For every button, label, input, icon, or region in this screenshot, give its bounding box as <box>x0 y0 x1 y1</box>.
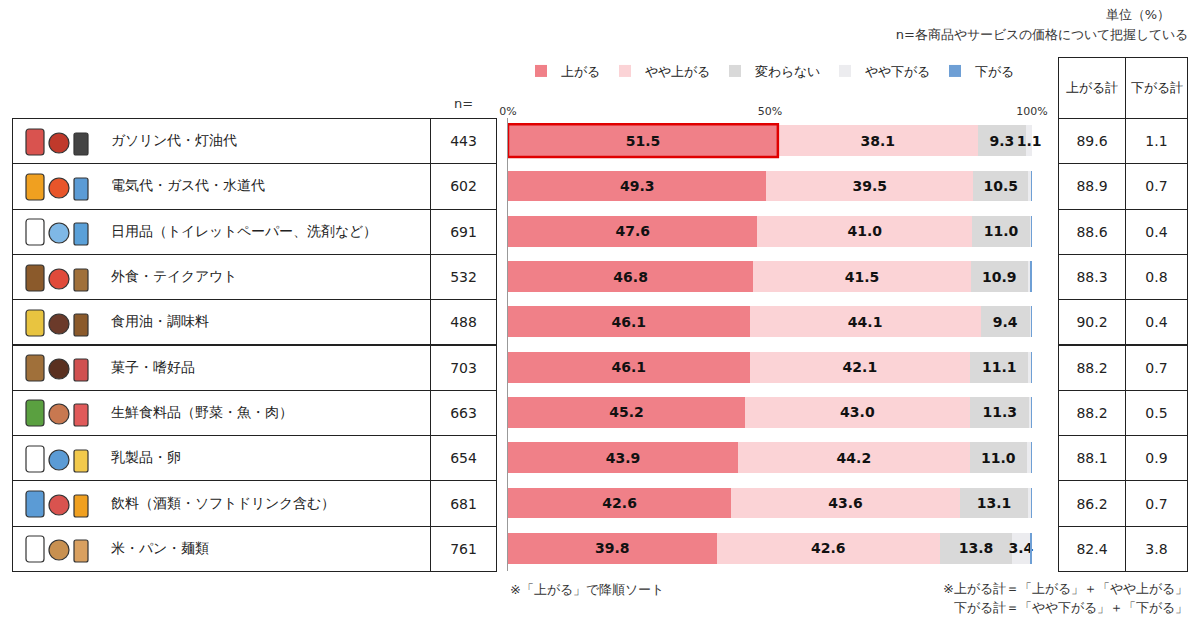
svg-text:0%: 0% <box>499 105 516 118</box>
html-text:681: 681 <box>450 495 477 512</box>
html-text:0.8: 0.8 <box>1145 269 1168 285</box>
html-text:82.4: 82.4 <box>1076 540 1108 557</box>
svg-text:46.8: 46.8 <box>613 269 648 285</box>
html-text:下がる計: 下がる計 <box>1130 80 1183 95</box>
html-text:0.7: 0.7 <box>1145 178 1168 195</box>
html-text:602: 602 <box>450 178 477 195</box>
html-text:90.2: 90.2 <box>1076 314 1108 331</box>
svg-text:51.5: 51.5 <box>626 133 661 149</box>
html-text:532: 532 <box>450 269 477 285</box>
html-text:88.2: 88.2 <box>1076 404 1108 421</box>
html-text:663: 663 <box>450 404 477 421</box>
svg-text:9.4: 9.4 <box>993 314 1018 330</box>
html-text:88.1: 88.1 <box>1076 450 1108 467</box>
html-text:88.3: 88.3 <box>1076 269 1108 285</box>
svg-text:43.0: 43.0 <box>840 404 875 420</box>
html-text:0.4: 0.4 <box>1145 314 1168 331</box>
svg-text:下がる: 下がる <box>975 64 1014 79</box>
svg-text:43.6: 43.6 <box>828 495 863 511</box>
svg-text:10.9: 10.9 <box>982 269 1017 285</box>
html-text:米・パン・麺類: 米・パン・麺類 <box>111 539 209 556</box>
html-text:外食・テイクアウト: 外食・テイクアウト <box>111 268 237 284</box>
svg-text:49.3: 49.3 <box>620 178 655 194</box>
html-text:0.4: 0.4 <box>1145 223 1168 240</box>
html-text:乳製品・卵: 乳製品・卵 <box>111 449 181 466</box>
html-text:菓子・嗜好品: 菓子・嗜好品 <box>111 358 195 375</box>
svg-text:44.2: 44.2 <box>837 450 872 466</box>
svg-text:46.1: 46.1 <box>612 359 647 375</box>
html-text:0.9: 0.9 <box>1145 450 1168 467</box>
svg-text:42.6: 42.6 <box>602 495 637 511</box>
html-text:0.7: 0.7 <box>1145 359 1168 376</box>
html-text:ガソリン代・灯油代: ガソリン代・灯油代 <box>111 132 237 149</box>
svg-text:100%: 100% <box>1016 105 1047 118</box>
svg-text:13.8: 13.8 <box>959 540 994 556</box>
svg-text:11.3: 11.3 <box>983 404 1018 420</box>
html-text:生鮮食料品（野菜・魚・肉）: 生鮮食料品（野菜・魚・肉） <box>111 403 293 420</box>
svg-text:13.1: 13.1 <box>977 495 1012 511</box>
html-text:n=各商品やサービスの価格について把握している: n=各商品やサービスの価格について把握している <box>895 27 1188 42</box>
html-text:761: 761 <box>450 540 477 557</box>
html-text:上がる計: 上がる計 <box>1066 80 1118 95</box>
html-text:89.6: 89.6 <box>1076 133 1108 150</box>
html-text:日用品（トイレットペーパー、洗剤など）: 日用品（トイレットペーパー、洗剤など） <box>111 222 377 239</box>
html-text:飲料（酒類・ソフトドリンク含む）: 飲料（酒類・ソフトドリンク含む） <box>111 494 335 511</box>
svg-text:やや下がる: やや下がる <box>865 64 930 79</box>
html-text:703: 703 <box>450 359 477 376</box>
svg-text:1.1: 1.1 <box>1017 133 1042 149</box>
svg-text:50%: 50% <box>758 105 782 118</box>
html-text:443: 443 <box>450 133 477 150</box>
svg-text:11.1: 11.1 <box>982 359 1017 375</box>
svg-text:41.0: 41.0 <box>847 223 882 239</box>
svg-text:47.6: 47.6 <box>615 223 650 239</box>
html-text:単位（%）: 単位（%） <box>1105 7 1170 22</box>
svg-text:やや上がる: やや上がる <box>645 64 710 79</box>
html-text:0.5: 0.5 <box>1145 404 1168 421</box>
svg-text:11.0: 11.0 <box>984 223 1019 239</box>
svg-text:変わらない: 変わらない <box>755 64 820 79</box>
html-text:※上がる計＝「上がる」＋「やや上がる」: ※上がる計＝「上がる」＋「やや上がる」 <box>943 581 1188 596</box>
html-text:1.1: 1.1 <box>1145 133 1168 150</box>
html-text:88.9: 88.9 <box>1076 178 1108 195</box>
svg-text:39.8: 39.8 <box>595 540 630 556</box>
svg-text:38.1: 38.1 <box>860 133 895 149</box>
svg-text:42.6: 42.6 <box>811 540 846 556</box>
svg-text:9.3: 9.3 <box>989 133 1014 149</box>
html-text:電気代・ガス代・水道代: 電気代・ガス代・水道代 <box>111 177 265 194</box>
html-text:※「上がる」で降順ソート: ※「上がる」で降順ソート <box>510 582 664 597</box>
svg-text:44.1: 44.1 <box>848 314 883 330</box>
svg-text:45.2: 45.2 <box>609 404 644 420</box>
html-text:691: 691 <box>450 223 477 240</box>
svg-text:41.5: 41.5 <box>845 269 880 285</box>
html-text:n=: n= <box>453 96 474 111</box>
svg-text:46.1: 46.1 <box>612 314 647 330</box>
html-text:3.8: 3.8 <box>1145 540 1168 557</box>
html-text:0.7: 0.7 <box>1145 495 1168 512</box>
svg-text:39.5: 39.5 <box>853 178 888 194</box>
svg-text:上がる: 上がる <box>561 64 600 79</box>
html-text:食用油・調味料: 食用油・調味料 <box>111 313 209 330</box>
svg-text:42.1: 42.1 <box>843 359 878 375</box>
html-text:654: 654 <box>450 450 477 467</box>
svg-text:11.0: 11.0 <box>981 450 1016 466</box>
svg-text:3.4: 3.4 <box>1008 540 1033 556</box>
html-text:88.2: 88.2 <box>1076 359 1108 376</box>
html-text:下がる計＝「やや下がる」＋「下がる」: 下がる計＝「やや下がる」＋「下がる」 <box>954 600 1188 615</box>
html-text:488: 488 <box>450 314 477 331</box>
svg-text:10.5: 10.5 <box>984 178 1019 194</box>
html-text:86.2: 86.2 <box>1076 495 1108 512</box>
html-text:88.6: 88.6 <box>1076 223 1108 240</box>
svg-text:43.9: 43.9 <box>606 450 641 466</box>
